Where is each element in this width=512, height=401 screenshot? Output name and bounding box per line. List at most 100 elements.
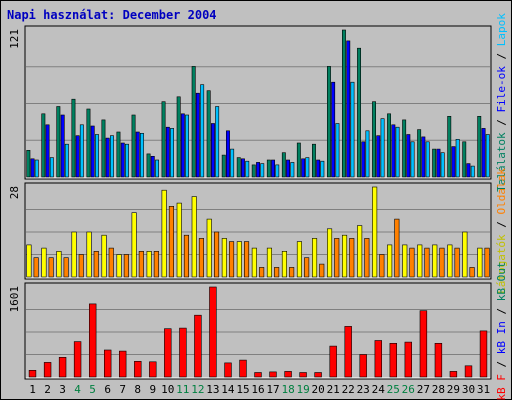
bar-kbytes-13 [209,286,217,378]
bar-visits-25 [394,218,400,278]
bar-hits-8 [131,114,136,178]
bar-hits-19 [301,158,306,178]
bar-visits-13 [206,218,212,278]
bar-hits-27 [425,141,430,178]
bar-visits-30 [469,267,475,278]
bar-hits-12 [191,66,196,178]
bar-hits-2 [41,113,46,178]
bar-visits-19 [304,257,310,278]
panel-max-label: 121 [8,29,21,49]
bar-hits-17 [266,159,271,178]
x-tick-label: 10 [161,383,174,396]
bar-kbytes-20 [314,372,322,378]
x-tick-label: 15 [236,383,249,396]
bar-hits-27 [421,136,426,178]
bar-kbytes-3 [58,356,67,378]
panel-kbytes [24,282,492,380]
bar-visits-6 [108,247,114,278]
bar-hits-18 [286,159,290,178]
bar-hits-23 [365,130,370,178]
bar-visits-20 [319,263,325,278]
bar-visits-31 [484,247,490,278]
bar-hits-23 [361,141,366,178]
bar-visits-18 [289,267,295,278]
x-tick-label: 31 [477,383,490,396]
bar-visits-11 [183,234,189,278]
legend-visits: Látogatók / Oldalak [495,168,508,294]
bar-hits-21 [326,66,331,178]
bar-hits-15 [236,157,241,178]
bar-visits-3 [63,257,69,278]
x-tick-label: 24 [372,383,386,396]
bar-kbytes-21 [329,345,337,378]
bar-hits-26 [406,134,411,178]
bar-hits-1 [26,150,31,178]
bar-hits-17 [271,159,275,178]
bar-visits-18 [281,251,288,278]
bar-hits-15 [245,160,250,178]
bar-hits-18 [290,162,295,178]
bar-hits-13 [206,90,211,178]
bar-kbytes-29 [449,371,458,378]
bar-visits-24 [372,186,378,278]
legend-entry: Látogatók [495,234,508,294]
bar-hits-26 [410,141,415,178]
bar-kbytes-27 [419,310,428,378]
bar-visits-25 [387,244,393,278]
x-tick-label: 2 [44,383,51,396]
bar-kbytes-4 [73,341,82,378]
bar-visits-8 [138,251,144,278]
legend-entry: File-ok [495,66,508,113]
bar-visits-10 [161,189,167,278]
x-tick-label: 18 [281,383,294,396]
bar-kbytes-26 [404,341,412,378]
bar-hits-10 [161,101,166,178]
bar-visits-23 [357,225,363,278]
bar-visits-28 [439,247,445,278]
x-tick-label: 13 [206,383,219,396]
bar-kbytes-15 [239,359,247,378]
legend-entry: kB In [495,321,508,354]
bar-kbytes-17 [269,371,277,378]
bar-kbytes-25 [389,342,397,378]
x-tick-label: 30 [462,383,475,396]
bar-kbytes-9 [149,361,157,378]
x-tick-label: 19 [296,383,309,396]
bar-visits-12 [191,196,197,278]
bar-visits-16 [251,247,257,278]
x-tick-label: 23 [357,383,370,396]
bar-hits-29 [455,139,460,178]
bar-hits-12 [200,84,205,178]
bar-kbytes-2 [43,362,52,378]
bar-kbytes-1 [28,369,37,378]
bar-kbytes-5 [89,303,97,378]
bar-hits-10 [170,128,174,178]
panel-max-label: 28 [8,186,21,199]
bar-hits-25 [391,124,396,178]
page-title: Napi használat: December 2004 [7,8,217,22]
bar-visits-4 [78,254,84,278]
x-tick-label: 27 [417,383,430,396]
x-tick-label: 25 [387,383,400,396]
x-tick-label: 1 [29,383,36,396]
x-tick-label: 14 [221,383,235,396]
bar-visits-9 [153,251,159,278]
bar-visits-21 [326,228,333,278]
bar-hits-5 [86,108,91,178]
bar-kbytes-10 [164,328,172,378]
bar-kbytes-11 [179,327,187,378]
bar-hits-20 [311,143,316,178]
bar-hits-29 [447,116,452,178]
x-tick-label: 8 [134,383,141,396]
bar-hits-31 [485,134,490,178]
bar-visits-9 [146,251,152,278]
bar-visits-2 [41,247,47,278]
bar-hits-18 [281,152,286,178]
bar-hits-16 [251,164,256,178]
bar-hits-6 [101,119,106,178]
bar-hits-7 [120,142,125,178]
bar-hits-4 [79,124,84,178]
bar-visits-31 [477,247,483,278]
